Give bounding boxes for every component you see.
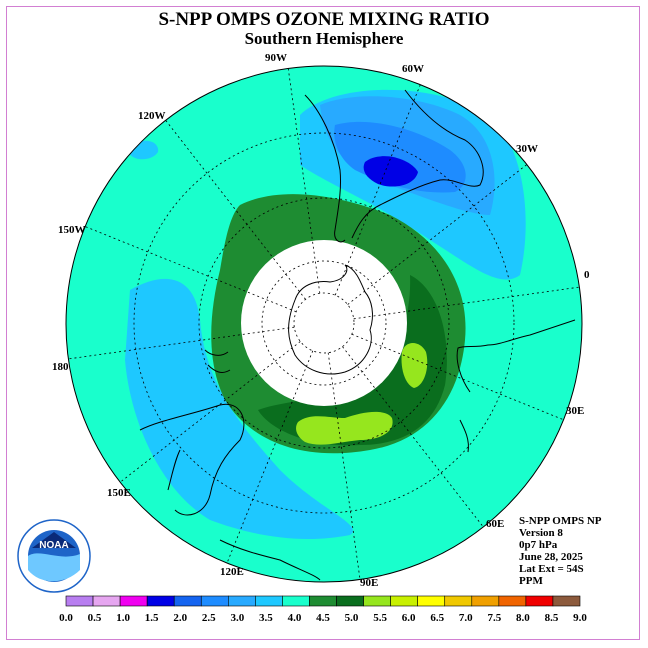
lon-label-30w: 30W xyxy=(516,143,538,155)
lon-label-150w: 150W xyxy=(58,224,86,236)
legend-tick-label: 5.5 xyxy=(373,612,387,624)
legend-tick-label: 1.0 xyxy=(116,612,130,624)
legend-color-box xyxy=(228,595,256,607)
legend-color-box xyxy=(525,595,554,607)
coast-australia xyxy=(139,403,245,516)
legend-color-box xyxy=(336,595,364,607)
longitude-labels: 90W 60W 30W 0 30E 60E 90E 120E 150E 180 … xyxy=(52,52,590,589)
lon-label-90w: 90W xyxy=(265,52,287,64)
legend-color-box xyxy=(200,595,229,607)
meridian-line xyxy=(82,225,297,313)
lon-label-0: 0 xyxy=(584,269,590,281)
coast-nz-b xyxy=(207,364,231,373)
coast-nz-a xyxy=(204,349,229,356)
legend-color-box xyxy=(309,595,337,607)
legend-tick-label: 6.5 xyxy=(430,612,444,624)
meridian-line xyxy=(327,352,361,581)
lon-label-90e: 90E xyxy=(360,577,378,589)
legend-tick-label: 0.0 xyxy=(59,612,73,624)
coast-antarctica xyxy=(288,264,373,375)
meridian-line xyxy=(66,326,295,360)
legend-color-box xyxy=(146,595,175,607)
legend-tick-label: 1.5 xyxy=(145,612,159,624)
legend-color-box xyxy=(92,595,121,607)
info-line-lat-extent: Lat Ext = 54S xyxy=(519,563,584,575)
legend-color-box xyxy=(417,595,446,607)
legend-tick-label: 9.0 xyxy=(573,612,587,624)
lon-label-120w: 120W xyxy=(138,110,166,122)
lon-label-180: 180 xyxy=(52,361,69,373)
latitude-circles xyxy=(133,132,515,514)
lon-label-30e: 30E xyxy=(566,405,584,417)
legend-tick-label: 7.5 xyxy=(487,612,501,624)
legend-tick-label: 6.0 xyxy=(402,612,416,624)
contour-2.0 xyxy=(363,156,418,187)
info-line-pressure: 0p7 hPa xyxy=(519,539,558,551)
contour-5.0-east xyxy=(401,343,428,388)
legend-color-box xyxy=(255,595,283,607)
meridians xyxy=(66,66,582,581)
legend-color-box xyxy=(173,595,202,607)
meridian-line xyxy=(334,81,422,296)
meridian-line xyxy=(226,350,314,565)
legend-tick-label: 7.0 xyxy=(459,612,473,624)
figure-title: S-NPP OMPS OZONE MIXING RATIO xyxy=(158,9,490,30)
legend-tick-label: 2.5 xyxy=(202,612,216,624)
meridian-line xyxy=(351,333,566,421)
contour-3.5-lower xyxy=(125,278,353,540)
info-line-date: June 28, 2025 xyxy=(519,551,583,563)
figure-frame xyxy=(6,6,640,640)
info-line-version: Version 8 xyxy=(519,527,563,539)
legend-tick-label: 8.5 xyxy=(545,612,559,624)
meridian-line xyxy=(118,341,301,484)
legend-tick-label: 4.0 xyxy=(288,612,302,624)
figure-subtitle: Southern Hemisphere xyxy=(244,29,404,48)
lon-label-120e: 120E xyxy=(220,566,244,578)
meridian-line xyxy=(353,286,582,320)
meridian-line xyxy=(347,162,530,305)
meridian-line xyxy=(163,117,306,300)
coast-island xyxy=(167,449,181,491)
map-boundary xyxy=(65,65,583,583)
legend-color-box xyxy=(119,595,148,607)
legend-tick-label: 8.0 xyxy=(516,612,530,624)
noaa-logo: NOAA xyxy=(17,519,91,593)
legend-tick-label: 5.0 xyxy=(345,612,359,624)
lon-label-150e: 150E xyxy=(107,487,131,499)
legend-tick-label: 4.5 xyxy=(316,612,330,624)
coast-africa xyxy=(456,319,576,393)
legend-color-box xyxy=(552,595,581,607)
legend-color-box xyxy=(363,595,391,607)
legend-tick-label: 2.0 xyxy=(173,612,187,624)
coast-south-america-west xyxy=(304,94,346,243)
legend-color-box xyxy=(471,595,500,607)
info-line-instrument: S-NPP OMPS NP xyxy=(519,515,602,527)
coast-southeast-asia xyxy=(219,539,321,581)
color-legend xyxy=(65,595,581,607)
ozone-field xyxy=(66,66,582,582)
legend-tick-label: 0.5 xyxy=(88,612,102,624)
coast-south-america-east xyxy=(351,89,484,239)
noaa-logo-text: NOAA xyxy=(39,540,68,551)
meridian-line xyxy=(287,66,321,294)
legend-color-box xyxy=(390,595,418,607)
legend-color-box xyxy=(444,595,473,607)
meridian-line xyxy=(342,346,485,529)
no-data-cap xyxy=(241,240,407,406)
legend-tick-labels: 0.0 0.5 1.0 1.5 2.0 2.5 3.0 3.5 4.0 4.5 5.0 5.5 6.0 6… xyxy=(59,612,587,624)
contour-5.0-south xyxy=(296,411,393,445)
lon-label-60w: 60W xyxy=(402,63,424,75)
product-info: S-NPP OMPS NP Version 8 0p7 hPa June 28,… xyxy=(519,515,602,587)
lon-label-60e: 60E xyxy=(486,518,504,530)
info-line-units: PPM xyxy=(519,575,543,587)
legend-color-box xyxy=(498,595,527,607)
coast-madagascar xyxy=(459,419,469,453)
legend-color-box xyxy=(282,595,310,607)
legend-tick-label: 3.5 xyxy=(259,612,273,624)
legend-color-box xyxy=(65,595,94,607)
coastlines xyxy=(139,89,576,581)
legend-tick-label: 3.0 xyxy=(230,612,244,624)
